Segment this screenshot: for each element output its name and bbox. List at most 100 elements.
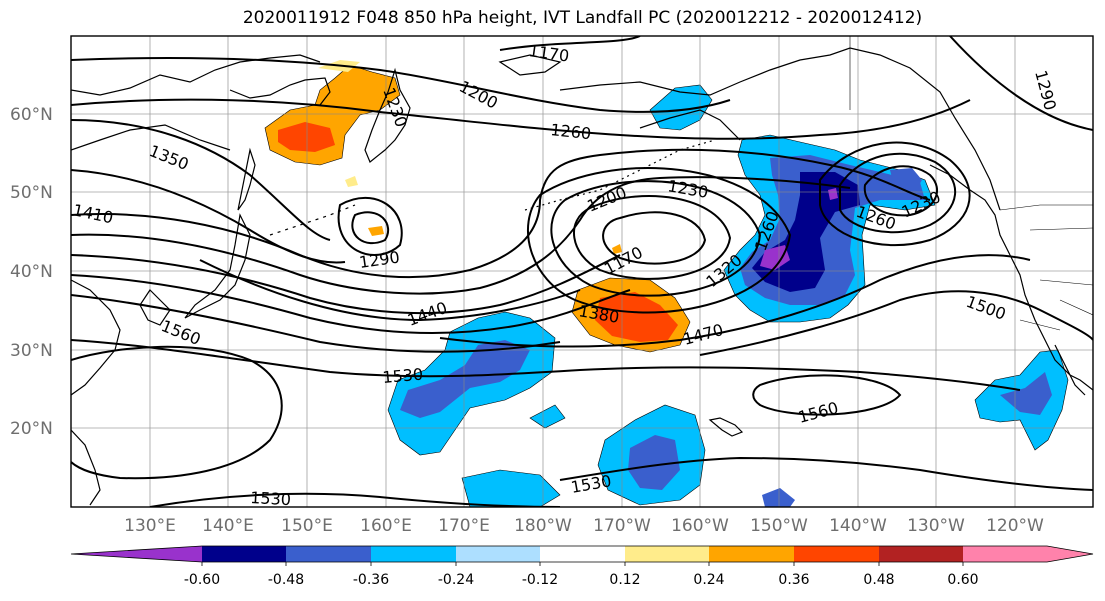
colorbar-tick-label: -0.60 <box>184 572 220 588</box>
negative-anomaly-bering <box>649 84 713 131</box>
contour-wave-3 <box>71 254 621 315</box>
colorbar-tick-label: -0.24 <box>438 572 474 588</box>
contour-1560-high <box>752 374 902 416</box>
negative-anomaly-gulf-east <box>890 168 922 192</box>
contour-1200-north <box>71 57 731 113</box>
latitude-labels: 60°N 50°N 40°N 30°N 20°N <box>10 105 53 439</box>
coastline-alaska-peninsula <box>639 109 741 141</box>
colorbar-tick-label: 0.60 <box>947 572 978 588</box>
lon-label-160w: 160°W <box>671 516 729 536</box>
colorbar-extend-min <box>71 546 202 562</box>
contour-wave-2 <box>71 176 851 295</box>
political-boundaries <box>849 36 1093 331</box>
colorbar-tick-labels: -0.60 -0.48 -0.36 -0.24 -0.12 0.12 0.24 0.36 0.4… <box>184 562 979 588</box>
contour-1290-north <box>949 36 1093 131</box>
lon-label-130e: 130°E <box>124 516 176 536</box>
negative-anomaly-west-coast-mid <box>1000 372 1052 415</box>
map-background <box>71 36 1093 507</box>
lon-label-140w: 140°W <box>829 516 887 536</box>
lon-label-170w: 170°W <box>593 516 651 536</box>
height-contours <box>71 36 1093 507</box>
negative-anomaly-central-lower-mid <box>628 435 680 490</box>
coastline-sakhalin <box>237 147 256 211</box>
colorbar-segment <box>286 546 371 562</box>
colorbar-segment <box>456 546 540 562</box>
contour-1170-north <box>499 36 641 51</box>
map-area: 1170 1200 1230 1290 1350 1410 1260 1200 … <box>71 36 1093 509</box>
lon-label-140e: 140°E <box>202 516 254 536</box>
contour-gulf-low-outer <box>839 152 956 234</box>
colorbar-segment <box>625 546 709 562</box>
map-frame <box>70 35 1094 508</box>
lat-label-60n: 60°N <box>10 105 53 125</box>
negative-anomaly-south-bottom <box>762 488 795 507</box>
contour-low-1200 <box>550 180 762 297</box>
colorbar-tick-label: 0.36 <box>778 572 809 588</box>
lat-label-50n: 50°N <box>10 183 53 203</box>
contour-1440 <box>199 259 581 322</box>
colorbar <box>70 545 1094 563</box>
lon-label-160e: 160°E <box>360 516 412 536</box>
positive-anomaly-small-1 <box>368 226 384 236</box>
contour-high-small <box>351 211 390 245</box>
colorbar-tick-label: 0.12 <box>609 572 640 588</box>
contour-label-1530-south: 1530 <box>250 488 292 509</box>
colorbar-segment <box>963 546 1047 562</box>
contour-gulf-low-mid <box>819 141 971 247</box>
contour-label-1530: 1530 <box>382 365 424 387</box>
contour-1260-north <box>71 98 971 140</box>
coastline-hawaii <box>708 417 744 437</box>
colorbar-tick-label: 0.48 <box>863 572 894 588</box>
graticule <box>71 36 1093 507</box>
contour-wave-1 <box>71 148 931 279</box>
colorbar-extend-max <box>1047 546 1093 562</box>
lon-label-170e: 170°E <box>438 516 490 536</box>
contour-1530-south2 <box>559 456 1093 491</box>
positive-anomaly-small-3 <box>345 176 358 187</box>
negative-anomaly-south-blob2 <box>529 404 566 429</box>
lat-label-30n: 30°N <box>10 341 53 361</box>
colorbar-segment <box>794 546 879 562</box>
negative-anomaly-south-blob <box>461 469 561 507</box>
colorbar-segment <box>202 546 286 562</box>
longitude-labels: 130°E 140°E 150°E 160°E 170°E 180°W 170°… <box>124 516 1044 536</box>
colorbar-tick-label: -0.36 <box>353 572 389 588</box>
lat-label-40n: 40°N <box>10 262 53 282</box>
colorbar-tick-label: 0.24 <box>693 572 724 588</box>
contour-1470 <box>439 254 1031 348</box>
lat-label-20n: 20°N <box>10 419 53 439</box>
coastline-west-us <box>1009 254 1093 391</box>
contour-low-inner-2 <box>573 194 732 280</box>
contour-low-1230 <box>526 167 792 314</box>
colorbar-segment <box>709 546 794 562</box>
lon-label-180w: 180°W <box>514 516 572 536</box>
negative-anomaly-central-mid <box>400 340 530 418</box>
negative-anomaly-gulf-core2 <box>828 188 838 200</box>
coastline-china <box>71 279 121 396</box>
lon-label-130w: 130°W <box>907 516 965 536</box>
contour-label-1260-north: 1260 <box>550 120 592 143</box>
coastline-baja <box>1054 344 1086 396</box>
colorbar-segment <box>371 546 456 562</box>
contour-1410 <box>71 169 346 264</box>
colorbar-segment <box>879 546 963 562</box>
contour-1500 <box>699 290 1093 356</box>
coastline-philippines <box>71 429 101 506</box>
lon-label-120w: 120°W <box>986 516 1044 536</box>
contour-1350 <box>71 119 331 241</box>
contour-high-1290 <box>337 196 403 256</box>
contour-low-inner-1 <box>602 211 707 265</box>
negative-anomaly-gulf-core <box>760 245 790 270</box>
positive-anomaly-okhotsk-inner <box>278 122 335 152</box>
contour-wave-4 <box>71 274 631 335</box>
colorbar-segment <box>540 546 625 562</box>
coastline-asia <box>71 54 321 96</box>
coastline-aleutians <box>524 139 716 211</box>
coastline-okhotsk-west <box>229 77 331 106</box>
contour-east-asia-high <box>71 345 283 480</box>
positive-anomaly-central-inner <box>595 292 678 342</box>
map-title: 2020011912 F048 850 hPa height, IVT Land… <box>242 8 923 28</box>
colorbar-tick-label: -0.48 <box>268 572 304 588</box>
lon-label-150e: 150°E <box>281 516 333 536</box>
